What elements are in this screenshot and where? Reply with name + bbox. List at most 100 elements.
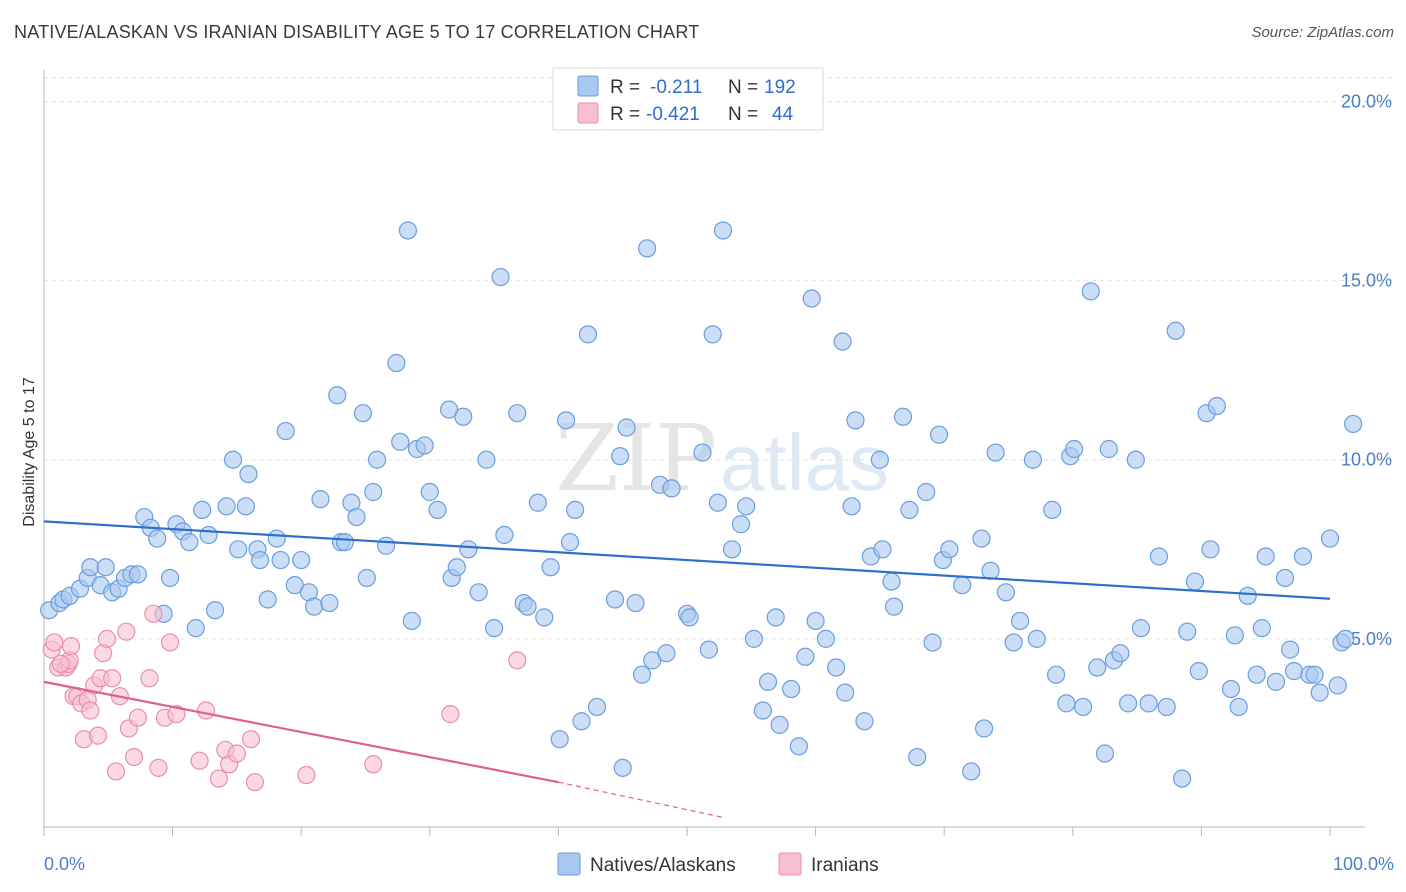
native-point (469, 583, 488, 602)
legend-iranian-r-label: R = (610, 104, 640, 125)
native-point (1095, 744, 1115, 763)
watermark-atlas: atlas (720, 418, 889, 507)
native-point (205, 601, 225, 620)
x-tick-label-min: 0.0% (44, 854, 85, 874)
native-point (1149, 547, 1169, 566)
grid (44, 77, 1392, 640)
native-point (1310, 683, 1329, 702)
native-point (833, 332, 852, 351)
native-point (439, 400, 459, 419)
native-point (722, 540, 742, 559)
native-point (713, 221, 733, 240)
native-point (485, 619, 504, 638)
native-point (459, 540, 478, 559)
native-point (353, 404, 373, 423)
native-point (1139, 694, 1158, 713)
native-point (128, 565, 147, 584)
native-point (605, 590, 625, 609)
native-point (357, 568, 376, 588)
legend-iranian-swatch (577, 102, 599, 124)
native-point (1247, 665, 1266, 684)
iranian-point (106, 762, 126, 781)
native-point (276, 421, 295, 441)
native-point (893, 407, 913, 426)
native-point (160, 568, 180, 588)
iranian-point (190, 751, 209, 770)
native-point (846, 411, 865, 430)
native-point (1252, 619, 1271, 638)
native-point (1284, 662, 1304, 681)
native-point (550, 730, 569, 749)
legend-bottom-iranian-label: Iranians (811, 855, 879, 876)
native-point (1221, 679, 1241, 699)
iranian-point (149, 758, 168, 777)
native-point (193, 500, 212, 520)
native-point (285, 576, 304, 595)
native-point (229, 540, 248, 559)
native-point (753, 701, 772, 720)
native-point (96, 558, 115, 577)
iranian-point (117, 622, 136, 641)
native-point (199, 525, 218, 545)
native-point (900, 500, 919, 520)
iranian-point (364, 755, 383, 774)
iranian-point (45, 633, 64, 652)
native-point (566, 500, 585, 520)
iranian-point (144, 604, 163, 623)
native-point (1131, 619, 1151, 638)
native-point (1010, 611, 1030, 631)
native-point (402, 611, 421, 631)
native-point (491, 267, 510, 287)
native-point (962, 762, 981, 781)
series-iranians (42, 604, 527, 792)
iranian-point (81, 701, 100, 720)
native-point (827, 658, 846, 677)
native-point (292, 550, 311, 570)
native-point (364, 482, 383, 502)
native-point (376, 536, 396, 555)
native-point (855, 712, 874, 731)
native-point (541, 558, 560, 577)
native-point (1328, 676, 1347, 695)
watermark-zip: ZIP (555, 405, 717, 512)
native-point (217, 497, 236, 516)
iranian-point (227, 744, 246, 763)
iranian-point (97, 629, 117, 648)
iranian-point (241, 730, 261, 749)
series-natives-alaskans (40, 221, 1363, 788)
native-point (1081, 282, 1100, 301)
native-point (917, 482, 936, 502)
native-point (1064, 439, 1084, 459)
native-point (796, 647, 815, 666)
native-point (1238, 586, 1257, 605)
trend-lines (43, 520, 1331, 819)
native-point (1185, 572, 1205, 591)
legend-iranian-n-value: 44 (772, 104, 794, 125)
native-point (328, 386, 347, 405)
native-point (953, 576, 972, 595)
native-point (1336, 629, 1355, 648)
native-point (1004, 633, 1023, 652)
native-point (766, 608, 785, 627)
native-point (1046, 665, 1066, 684)
native-point (304, 597, 324, 616)
native-point (657, 644, 676, 663)
y-tick-label: 5.0% (1351, 629, 1392, 649)
native-point (587, 697, 607, 717)
native-point (806, 611, 825, 631)
watermark: ZIP atlas (555, 405, 889, 512)
native-point (1281, 640, 1300, 659)
y-tick-label: 10.0% (1341, 450, 1392, 470)
native-point (578, 325, 598, 344)
legend-bottom-iranian-swatch (778, 852, 802, 876)
iranian-point (167, 705, 186, 724)
native-point (1293, 547, 1313, 566)
native-point (680, 608, 699, 627)
iranian-point (128, 708, 147, 727)
native-point (347, 507, 366, 527)
iranian-point (103, 669, 122, 688)
native-point (873, 540, 892, 559)
native-point (940, 540, 959, 559)
native-point (923, 633, 942, 652)
